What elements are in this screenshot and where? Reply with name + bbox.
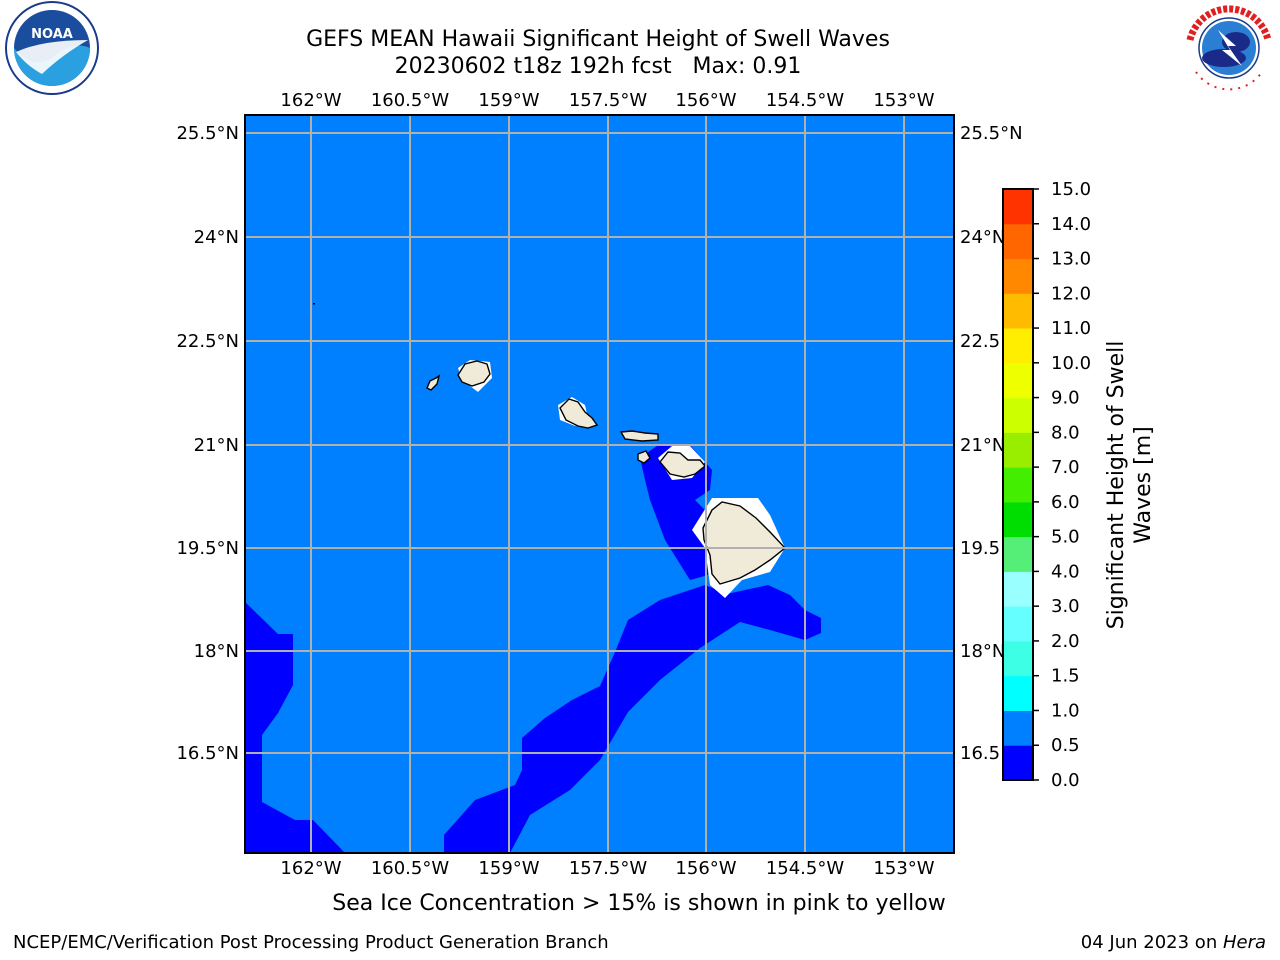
island-kauai bbox=[457, 360, 491, 387]
lon-tick-top: 154.5°W bbox=[766, 90, 845, 111]
island-lanai bbox=[637, 450, 651, 464]
lat-tick-right: 25.5°N bbox=[960, 123, 1023, 144]
island-molokai bbox=[619, 430, 659, 442]
colorbar-segment bbox=[1003, 536, 1033, 572]
lon-tick-top: 153°W bbox=[873, 90, 934, 111]
gridlines bbox=[245, 115, 954, 853]
colorbar-tick-label: 1.0 bbox=[1051, 700, 1080, 721]
colorbar-segment bbox=[1003, 745, 1033, 781]
colorbar-segment bbox=[1003, 571, 1033, 607]
credit-text: NCEP/EMC/Verification Post Processing Pr… bbox=[13, 932, 609, 953]
colorbar-tick-label: 11.0 bbox=[1051, 318, 1091, 339]
colorbar: 0.0 0.5 1.0 1.5 2.0 3.0 4.0 5.0 6.0 7.0 8.0 9.0 10.0… bbox=[1002, 179, 1156, 791]
colorbar-tick-label: 6.0 bbox=[1051, 492, 1080, 513]
colorbar-label-line1: Significant Height of Swell bbox=[1104, 341, 1129, 630]
colorbar-segment bbox=[1003, 362, 1033, 399]
swell-region-islands bbox=[640, 445, 712, 580]
colorbar-tick-label: 5.0 bbox=[1051, 527, 1080, 548]
lat-tick-right: 21°N bbox=[960, 435, 1005, 456]
title-line-2: 20230602 t18z 192h fcst Max: 0.91 bbox=[394, 54, 802, 79]
lat-tick-right: 19.5 bbox=[960, 538, 1000, 559]
colorbar-segment bbox=[1003, 606, 1033, 642]
lon-tick-bottom: 153°W bbox=[873, 858, 934, 879]
lat-tick-right: 24°N bbox=[960, 227, 1005, 248]
colorbar-segment bbox=[1003, 258, 1033, 294]
island-big-island bbox=[702, 501, 787, 585]
colorbar-segment bbox=[1003, 189, 1033, 225]
date-text: 04 Jun 2023 on bbox=[1080, 932, 1223, 953]
colorbar-segment bbox=[1003, 675, 1033, 711]
lon-tick-top: 156°W bbox=[675, 90, 736, 111]
title-line-1: GEFS MEAN Hawaii Significant Height of S… bbox=[306, 27, 890, 52]
lat-tick-left: 24°N bbox=[194, 227, 239, 248]
lon-tick-bottom: 156°W bbox=[675, 858, 736, 879]
lat-tick-left: 19.5°N bbox=[176, 538, 239, 559]
lon-tick-top: 160.5°W bbox=[371, 90, 450, 111]
lon-tick-bottom: 160.5°W bbox=[371, 858, 450, 879]
colorbar-tick-label: 13.0 bbox=[1051, 249, 1091, 270]
lat-tick-right: 16.5 bbox=[960, 743, 1000, 764]
lat-tick-left: 16.5°N bbox=[176, 743, 239, 764]
colorbar-tick-label: 2.0 bbox=[1051, 631, 1080, 652]
colorbar-tick-label: 0.0 bbox=[1051, 770, 1080, 791]
lon-tick-bottom: 154.5°W bbox=[766, 858, 845, 879]
lat-tick-left: 25.5°N bbox=[176, 123, 239, 144]
map-frame bbox=[244, 114, 955, 854]
colorbar-segment bbox=[1003, 293, 1033, 329]
lat-tick-left: 21°N bbox=[194, 435, 239, 456]
colorbar-segment bbox=[1003, 501, 1033, 538]
swell-region-south-band bbox=[444, 585, 821, 853]
host-text: Hera bbox=[1222, 932, 1266, 953]
colorbar-ticks: 0.0 0.5 1.0 1.5 2.0 3.0 4.0 5.0 6.0 7.0 8.0 9.0 10.0… bbox=[1033, 179, 1091, 791]
colorbar-frame bbox=[1002, 188, 1034, 781]
lon-tick-top: 162°W bbox=[280, 90, 341, 111]
colorbar-label-line2: Waves [m] bbox=[1131, 426, 1156, 543]
colorbar-segment bbox=[1003, 432, 1033, 468]
colorbar-tick-label: 9.0 bbox=[1051, 388, 1080, 409]
lon-tick-bottom: 162°W bbox=[280, 858, 341, 879]
date-host: 04 Jun 2023 on Hera bbox=[1081, 932, 1266, 953]
islet-nihoa bbox=[313, 303, 315, 305]
colorbar-tick-label: 10.0 bbox=[1051, 353, 1091, 374]
colorbar-tick-label: 8.0 bbox=[1051, 422, 1080, 443]
colorbar-segments bbox=[1003, 189, 1033, 781]
colorbar-segment bbox=[1003, 467, 1033, 503]
colorbar-segment bbox=[1003, 710, 1033, 746]
lon-tick-bottom: 159°W bbox=[478, 858, 539, 879]
islands bbox=[426, 360, 787, 585]
lon-tick-top: 159°W bbox=[478, 90, 539, 111]
colorbar-tick-label: 15.0 bbox=[1051, 179, 1091, 200]
lat-tick-right: 18°N bbox=[960, 641, 1005, 662]
colorbar-tick-label: 7.0 bbox=[1051, 457, 1080, 478]
colorbar-tick-label: 0.5 bbox=[1051, 735, 1080, 756]
nws-logo bbox=[1178, 0, 1280, 100]
map-panel bbox=[244, 114, 955, 854]
lon-tick-top: 157.5°W bbox=[569, 90, 648, 111]
lat-tick-left: 22.5°N bbox=[176, 331, 239, 352]
island-niihau bbox=[426, 374, 441, 391]
colorbar-tick-label: 4.0 bbox=[1051, 561, 1080, 582]
colorbar-segment bbox=[1003, 640, 1033, 677]
colorbar-tick-label: 12.0 bbox=[1051, 283, 1091, 304]
island-oahu bbox=[559, 398, 599, 429]
sea-ice-note: Sea Ice Concentration > 15% is shown in … bbox=[332, 891, 946, 916]
swell-region-southwest bbox=[245, 602, 345, 853]
lat-tick-right: 22.5 bbox=[960, 331, 1000, 352]
lat-tick-left: 18°N bbox=[194, 641, 239, 662]
colorbar-tick-label: 1.5 bbox=[1051, 666, 1080, 687]
noaa-logo: NOAA bbox=[2, 0, 102, 100]
island-maui bbox=[659, 451, 706, 478]
lon-tick-bottom: 157.5°W bbox=[569, 858, 648, 879]
colorbar-tick-label: 3.0 bbox=[1051, 596, 1080, 617]
colorbar-segment bbox=[1003, 397, 1033, 433]
colorbar-segment bbox=[1003, 223, 1033, 260]
colorbar-tick-label: 14.0 bbox=[1051, 214, 1091, 235]
noaa-logo-text: NOAA bbox=[31, 27, 73, 42]
colorbar-segment bbox=[1003, 328, 1033, 364]
